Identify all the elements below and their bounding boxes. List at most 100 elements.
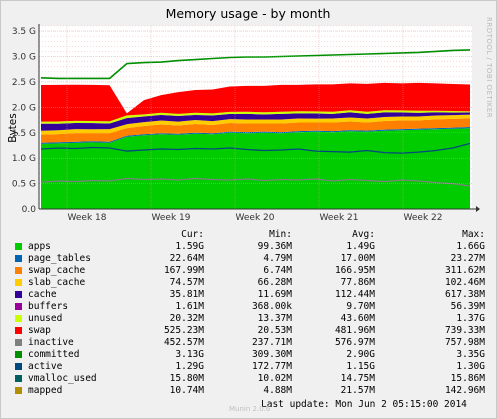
legend-swatch	[15, 291, 22, 298]
y-tick-label: 1.0 G	[12, 154, 36, 164]
legend-avg-value: 43.60M	[340, 313, 375, 324]
legend-row: committed 3.13G 309.30M 2.90G 3.35G	[1, 349, 496, 361]
x-tick-label: Week 19	[152, 213, 191, 223]
legend-avg-value: 77.86M	[340, 277, 375, 288]
legend-cur-value: 1.59G	[175, 241, 204, 252]
area-slab-cache	[41, 114, 470, 135]
y-tick-label: 2.5 G	[12, 78, 36, 88]
legend-avg-value: 14.75M	[340, 373, 375, 384]
legend-swatch	[15, 363, 22, 370]
y-tick-label: 1.5 G	[12, 129, 36, 139]
legend-max-value: 757.98M	[444, 337, 485, 348]
legend-min-value: 13.37M	[257, 313, 292, 324]
legend-series-name: swap_cache	[28, 265, 86, 276]
x-tick-label: Week 20	[236, 213, 275, 223]
legend-swatch	[15, 267, 22, 274]
x-tick-label: Week 18	[68, 213, 107, 223]
x-tick-label: Week 22	[404, 213, 443, 223]
legend-cur-value: 525.23M	[163, 325, 204, 336]
line-committed	[40, 49, 471, 80]
legend-avg-value: 166.95M	[334, 265, 375, 276]
legend-avg-value: 9.70M	[346, 301, 375, 312]
legend-min-value: 20.53M	[257, 325, 292, 336]
legend-swatch	[15, 303, 22, 310]
legend-row: apps 1.59G 99.36M 1.49G 1.66G	[1, 241, 496, 253]
area-page-tables	[41, 127, 470, 144]
legend-row: slab_cache 74.57M 66.28M 77.86M 102.46M	[1, 277, 496, 289]
legend-swatch	[15, 375, 22, 382]
legend-max-value: 142.96M	[444, 385, 485, 396]
legend-avg-value: 1.49G	[346, 241, 375, 252]
line-active	[40, 142, 471, 154]
legend-avg-value: 1.15G	[346, 361, 375, 372]
legend-min-value: 10.02M	[257, 373, 292, 384]
legend-series-name: apps	[28, 241, 51, 252]
legend-max-value: 102.46M	[444, 277, 485, 288]
memory-usage-chart: Memory usage - by month Bytes 0.0 0.5 G 1.0 …	[7, 6, 480, 223]
legend-swatch	[15, 387, 22, 394]
legend-series-name: page_tables	[28, 253, 91, 264]
legend-min-value: 4.79M	[263, 253, 292, 264]
legend-cur-value: 20.32M	[169, 313, 204, 324]
legend-series-name: vmalloc_used	[28, 373, 97, 384]
legend-swatch	[15, 351, 22, 358]
legend-series-name: swap	[28, 325, 51, 336]
legend-cur-value: 74.57M	[169, 277, 204, 288]
legend-avg-value: 21.57M	[340, 385, 375, 396]
area-apps	[41, 128, 470, 209]
legend-max-value: 739.33M	[444, 325, 485, 336]
legend-row: swap_cache 167.99M 6.74M 166.95M 311.62M	[1, 265, 496, 277]
legend-cur-value: 10.74M	[169, 385, 204, 396]
legend-row: inactive 452.57M 237.71M 576.97M 757.98M	[1, 337, 496, 349]
y-tick-label: 3.0 G	[12, 53, 36, 63]
legend-cur-value: 15.80M	[169, 373, 204, 384]
line-inactive	[40, 177, 471, 187]
legend-row: cache 35.81M 11.69M 112.44M 617.38M	[1, 289, 496, 301]
legend-min-value: 172.77M	[251, 361, 292, 372]
legend-min-value: 11.69M	[257, 289, 292, 300]
legend-series-name: mapped	[28, 385, 63, 396]
footer-note: Munin 2.0.6	[229, 405, 271, 413]
legend-min-value: 237.71M	[251, 337, 292, 348]
legend-swatch	[15, 315, 22, 322]
area-cache	[41, 112, 470, 131]
legend-cur-value: 35.81M	[169, 289, 204, 300]
legend-swatch	[15, 327, 22, 334]
legend-series-name: inactive	[28, 337, 74, 348]
legend-avg-value: 17.00M	[340, 253, 375, 264]
legend-min-value: 309.30M	[251, 349, 292, 360]
legend-series-name: slab_cache	[28, 277, 86, 288]
legend-cur-value: 1.61M	[175, 301, 204, 312]
legend-max-value: 617.38M	[444, 289, 485, 300]
y-tick-label: 0.5 G	[12, 180, 36, 190]
legend-min-value: 99.36M	[257, 241, 292, 252]
y-tick-label: 0.0	[22, 205, 37, 215]
legend-cur-value: 452.57M	[163, 337, 204, 348]
y-tick-label: 2.0 G	[12, 103, 36, 113]
legend-series-name: active	[28, 361, 63, 372]
legend-swatch	[15, 339, 22, 346]
area-swap	[41, 82, 470, 122]
legend-row: unused 20.32M 13.37M 43.60M 1.37G	[1, 313, 496, 325]
legend-max-value: 1.66G	[456, 241, 485, 252]
legend-min-value: 4.88M	[263, 385, 292, 396]
legend-max-value: 23.27M	[450, 253, 485, 264]
legend-cur-value: 167.99M	[163, 265, 204, 276]
legend-min-value: 368.00k	[251, 301, 292, 312]
legend-header-row: Cur: Min: Avg: Max:	[1, 229, 496, 241]
legend-cur-value: 1.29G	[175, 361, 204, 372]
header-cur: Cur:	[181, 229, 204, 240]
chart-title: Memory usage - by month	[166, 6, 331, 21]
legend-row: page_tables 22.64M 4.79M 17.00M 23.27M	[1, 253, 496, 265]
legend-max-value: 311.62M	[444, 265, 485, 276]
side-note: RRDTOOL / TOBI OETIKER	[485, 17, 493, 119]
y-tick-label: 3.5 G	[12, 27, 36, 37]
legend-min-value: 66.28M	[257, 277, 292, 288]
x-tick-label: Week 21	[320, 213, 359, 223]
header-min: Min:	[269, 229, 292, 240]
area-unused	[41, 110, 470, 124]
y-axis-label: Bytes	[7, 113, 19, 142]
legend-min-value: 6.74M	[263, 265, 292, 276]
legend-row: swap 525.23M 20.53M 481.96M 739.33M	[1, 325, 496, 337]
